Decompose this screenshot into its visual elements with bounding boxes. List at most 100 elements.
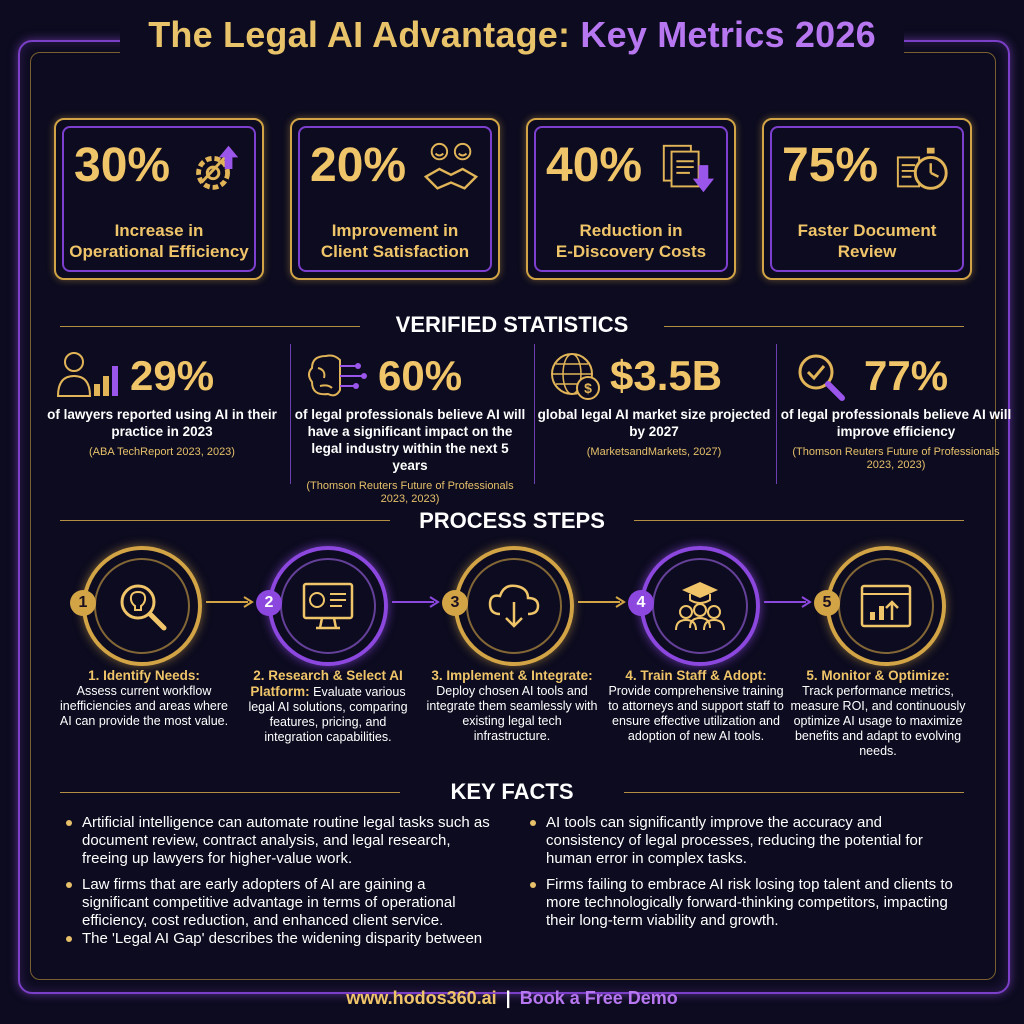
step-number-badge: 2 bbox=[256, 590, 282, 616]
step-number-badge: 5 bbox=[814, 590, 840, 616]
key-fact-item: Firms failing to embrace AI risk losing … bbox=[530, 876, 956, 930]
divider bbox=[60, 326, 360, 327]
metric-card-document-review: 75% Faster Document Review bbox=[762, 118, 972, 280]
process-step-1: 1 bbox=[70, 546, 220, 666]
key-fact-item: Law firms that are early adopters of AI … bbox=[66, 876, 492, 930]
step-heading: 1. Identify Needs: bbox=[88, 668, 200, 683]
process-step-5: 5 bbox=[814, 546, 964, 666]
step-description: Track performance metrics, measure ROI, … bbox=[790, 684, 966, 758]
step-heading: 2. Research & Select AI Platform: bbox=[250, 668, 403, 699]
key-facts-title: KEY FACTS bbox=[450, 779, 574, 804]
step-heading: 4. Train Staff & Adopt: bbox=[625, 668, 767, 683]
website-link[interactable]: www.hodos360.ai bbox=[346, 988, 497, 1008]
step-number-badge: 3 bbox=[442, 590, 468, 616]
divider bbox=[60, 792, 400, 793]
arrow-right-icon bbox=[392, 596, 440, 608]
divider bbox=[624, 792, 964, 793]
arrow-right-icon bbox=[206, 596, 254, 608]
monitor-dashboard-icon bbox=[302, 582, 354, 630]
svg-text:$: $ bbox=[584, 380, 592, 396]
process-steps-title: PROCESS STEPS bbox=[419, 508, 605, 533]
stat-description: of legal professionals believe AI will h… bbox=[294, 407, 526, 473]
step-3-text: 3. Implement & Integrate: Deploy chosen … bbox=[424, 668, 600, 744]
step-heading: 5. Monitor & Optimize: bbox=[806, 668, 950, 683]
divider bbox=[60, 520, 390, 521]
metric-value: 40% bbox=[546, 139, 643, 192]
stat-ai-impact: 60% of legal professionals believe AI wi… bbox=[292, 344, 528, 505]
process-step-4: 4 bbox=[628, 546, 778, 666]
step-2-text: 2. Research & Select AI Platform: Evalua… bbox=[240, 668, 416, 745]
stat-source: (ABA TechReport 2023, 2023) bbox=[89, 446, 235, 458]
process-step-3: 3 bbox=[442, 546, 592, 666]
metric-label-line1: Reduction in bbox=[579, 221, 683, 240]
lightbulb-magnifier-icon bbox=[120, 584, 167, 631]
stat-source: (MarketsandMarkets, 2027) bbox=[586, 446, 722, 458]
metric-label-line1: Faster Document bbox=[797, 221, 937, 240]
verified-statistics-title: VERIFIED STATISTICS bbox=[395, 312, 629, 337]
metric-value: 20% bbox=[310, 139, 407, 192]
graduation-team-icon bbox=[675, 582, 725, 631]
metric-card-satisfaction: 20% Improvement in Client Satisfaction bbox=[290, 118, 500, 280]
stat-description: global legal AI market size projected by… bbox=[537, 407, 771, 439]
stat-description: of legal professionals believe AI will i… bbox=[780, 407, 1012, 439]
process-step-2: 2 bbox=[256, 546, 406, 666]
page-title: The Legal AI Advantage: Key Metrics 2026 bbox=[0, 14, 1024, 56]
metric-card-efficiency: 30% Increase in Operational Efficiency bbox=[54, 118, 264, 280]
metric-value: 30% bbox=[74, 139, 171, 192]
document-stopwatch-icon bbox=[896, 147, 948, 190]
divider bbox=[634, 520, 964, 521]
key-fact-item: The 'Legal AI Gap' describes the widenin… bbox=[66, 930, 492, 948]
step-5-text: 5. Monitor & Optimize: Track performance… bbox=[790, 668, 966, 759]
title-backdrop bbox=[120, 10, 904, 66]
magnifier-check-icon bbox=[798, 354, 845, 401]
lawyer-bar-chart-icon bbox=[56, 352, 118, 397]
handshake-smiles-icon bbox=[423, 142, 479, 190]
stat-value: 60% bbox=[378, 352, 463, 399]
metric-card-ediscovery: 40% Reduction in E-Discovery Costs bbox=[526, 118, 736, 280]
footer-separator: | bbox=[505, 988, 511, 1008]
step-4-text: 4. Train Staff & Adopt: Provide comprehe… bbox=[608, 668, 784, 744]
stat-separator bbox=[776, 344, 777, 484]
step-heading: 3. Implement & Integrate: bbox=[431, 668, 593, 683]
stat-value: $3.5B bbox=[610, 352, 723, 399]
stat-source: (Thomson Reuters Future of Professionals… bbox=[792, 446, 1000, 471]
brain-circuit-icon bbox=[308, 354, 367, 397]
stat-improve-efficiency: 77% of legal professionals believe AI wi… bbox=[778, 344, 1014, 494]
globe-dollar-icon: $ bbox=[551, 353, 600, 400]
step-description: Provide comprehensive training to attorn… bbox=[608, 684, 784, 743]
metric-label-line2: Operational Efficiency bbox=[69, 242, 249, 261]
divider bbox=[664, 326, 964, 327]
documents-down-arrow-icon bbox=[662, 144, 715, 193]
stat-source: (Thomson Reuters Future of Professionals… bbox=[306, 480, 514, 505]
step-number-badge: 4 bbox=[628, 590, 654, 616]
cloud-download-icon bbox=[488, 584, 540, 628]
arrow-right-icon bbox=[578, 596, 626, 608]
stat-description: of lawyers reported using AI in their pr… bbox=[47, 407, 277, 439]
title-part-2: Key Metrics 2026 bbox=[580, 14, 876, 55]
metric-label-line2: Client Satisfaction bbox=[320, 242, 470, 261]
book-demo-link[interactable]: Book a Free Demo bbox=[519, 988, 678, 1008]
key-fact-item: Artificial intelligence can automate rou… bbox=[66, 814, 492, 868]
stat-market-size: $ $3.5B global legal AI market size proj… bbox=[536, 344, 772, 494]
browser-chart-icon bbox=[860, 584, 912, 628]
title-part-1: The Legal AI Advantage: bbox=[148, 14, 571, 55]
step-number-badge: 1 bbox=[70, 590, 96, 616]
step-description: Deploy chosen AI tools and integrate the… bbox=[426, 684, 598, 743]
gear-arrow-icon bbox=[196, 145, 239, 190]
footer: www.hodos360.ai | Book a Free Demo bbox=[0, 988, 1024, 1009]
stat-value: 29% bbox=[130, 352, 215, 399]
metric-value: 75% bbox=[782, 139, 879, 192]
step-description: Assess current workflow inefficiencies a… bbox=[59, 684, 229, 728]
step-1-text: 1. Identify Needs: Assess current workfl… bbox=[56, 668, 232, 729]
metric-label-line2: Review bbox=[837, 242, 897, 261]
metric-label-line1: Increase in bbox=[114, 221, 204, 240]
stat-separator bbox=[290, 344, 291, 484]
stat-separator bbox=[534, 344, 535, 484]
stat-value: 77% bbox=[864, 352, 949, 399]
metric-label-line1: Improvement in bbox=[331, 221, 459, 240]
stat-lawyers-using-ai: 29% of lawyers reported using AI in thei… bbox=[44, 344, 280, 494]
key-fact-item: AI tools can significantly improve the a… bbox=[530, 814, 956, 868]
arrow-right-icon bbox=[764, 596, 812, 608]
step-description: Evaluate various legal AI solutions, com… bbox=[248, 685, 408, 744]
metric-label-line2: E-Discovery Costs bbox=[555, 242, 707, 261]
